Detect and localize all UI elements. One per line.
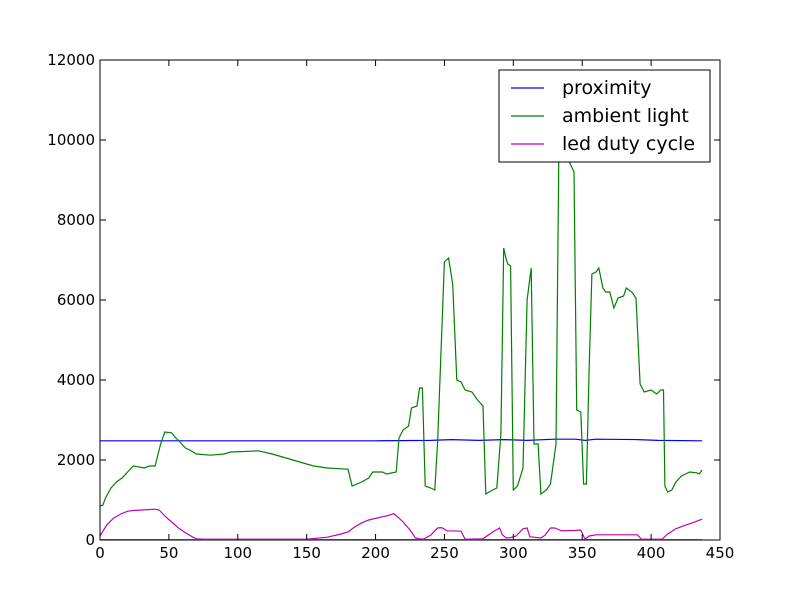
legend-label-proximity: proximity bbox=[562, 77, 652, 99]
legend-label-led-duty-cycle: led duty cycle bbox=[562, 133, 695, 155]
x-tick-label: 0 bbox=[95, 544, 105, 562]
y-tick-label: 12000 bbox=[47, 51, 95, 69]
x-tick-label: 250 bbox=[430, 544, 459, 562]
y-tick-label: 2000 bbox=[57, 451, 95, 469]
y-tick-label: 8000 bbox=[57, 211, 95, 229]
series-line-led-duty-cycle bbox=[99, 508, 703, 541]
y-tick-label: 0 bbox=[85, 531, 95, 549]
y-tick-label: 6000 bbox=[57, 291, 95, 309]
legend-label-ambient-light: ambient light bbox=[562, 105, 689, 127]
x-tick-label: 400 bbox=[637, 544, 666, 562]
series-line-proximity bbox=[100, 438, 703, 442]
legend: proximity ambient light led duty cycle bbox=[498, 69, 711, 163]
series-line-ambient-light bbox=[99, 142, 703, 507]
series-layer bbox=[99, 142, 703, 541]
x-tick-label: 300 bbox=[499, 544, 528, 562]
x-tick-label: 350 bbox=[568, 544, 597, 562]
x-tick-label: 150 bbox=[292, 544, 321, 562]
y-tick-label: 4000 bbox=[57, 371, 95, 389]
x-tick-label: 200 bbox=[361, 544, 390, 562]
x-tick-label: 100 bbox=[223, 544, 252, 562]
x-tick-label: 450 bbox=[706, 544, 735, 562]
x-tick-label: 50 bbox=[159, 544, 178, 562]
x-axis: 0 50 100 150 200 250 300 350 400 450 bbox=[95, 60, 734, 562]
y-axis: 0 2000 4000 6000 8000 10000 12000 bbox=[47, 51, 720, 549]
y-tick-label: 10000 bbox=[47, 131, 95, 149]
